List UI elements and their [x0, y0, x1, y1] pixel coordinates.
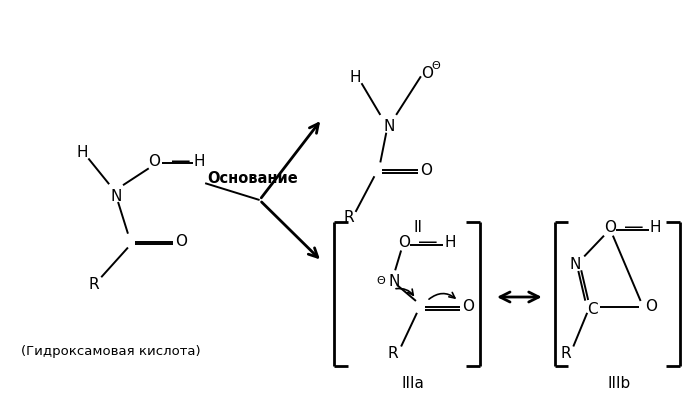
Text: O: O	[147, 154, 159, 169]
Text: O: O	[421, 66, 433, 81]
Text: Θ: Θ	[376, 276, 384, 286]
Text: II: II	[413, 220, 422, 235]
Text: IIIa: IIIa	[401, 376, 424, 391]
Text: N: N	[389, 274, 400, 289]
Text: N: N	[110, 189, 122, 204]
Text: Θ: Θ	[432, 61, 440, 72]
Text: —: —	[624, 218, 644, 237]
Text: O: O	[463, 299, 475, 314]
Text: O: O	[604, 220, 616, 235]
Text: O: O	[420, 163, 432, 178]
Text: R: R	[560, 346, 570, 361]
Text: H: H	[445, 235, 456, 250]
Text: R: R	[343, 210, 354, 225]
Text: H: H	[350, 70, 361, 85]
Text: Основание: Основание	[207, 171, 298, 186]
Text: (Гидроксамовая кислота): (Гидроксамовая кислота)	[21, 345, 201, 358]
Text: N: N	[384, 119, 395, 134]
Text: —: —	[171, 152, 190, 171]
Text: O: O	[645, 299, 658, 314]
Text: R: R	[388, 346, 398, 361]
Text: O: O	[398, 235, 410, 250]
Text: C: C	[586, 302, 598, 318]
Text: N: N	[570, 257, 581, 272]
Text: —: —	[418, 233, 438, 252]
Text: H: H	[649, 220, 661, 235]
Text: R: R	[89, 277, 100, 292]
Text: H: H	[194, 154, 205, 169]
Text: O: O	[175, 234, 187, 249]
Text: H: H	[77, 145, 88, 160]
Text: IIIb: IIIb	[607, 376, 630, 391]
